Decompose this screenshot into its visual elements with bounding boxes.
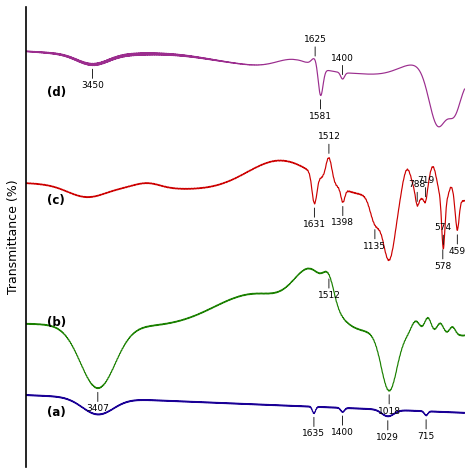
Text: 574: 574: [435, 223, 452, 232]
Text: 3407: 3407: [86, 404, 109, 413]
Text: 1018: 1018: [378, 407, 401, 416]
Text: (b): (b): [47, 316, 66, 329]
Text: (a): (a): [47, 406, 66, 419]
Text: 1135: 1135: [364, 242, 386, 251]
Text: 1631: 1631: [303, 220, 326, 229]
Y-axis label: Transmittance (%): Transmittance (%): [7, 180, 20, 294]
Text: (d): (d): [47, 86, 66, 99]
Text: 1400: 1400: [331, 428, 354, 437]
Text: 578: 578: [434, 262, 451, 271]
Text: 719: 719: [417, 176, 434, 185]
Text: 1029: 1029: [376, 433, 399, 442]
Text: 715: 715: [418, 432, 435, 441]
Text: (c): (c): [47, 194, 65, 207]
Text: 1398: 1398: [331, 219, 354, 228]
Text: 459: 459: [449, 247, 466, 256]
Text: 1625: 1625: [304, 35, 327, 44]
Text: 1400: 1400: [331, 54, 354, 63]
Text: 1581: 1581: [309, 112, 332, 121]
Text: 1512: 1512: [318, 291, 340, 300]
Text: 1512: 1512: [318, 132, 340, 141]
Text: 3450: 3450: [81, 81, 104, 90]
Text: 1635: 1635: [302, 429, 326, 438]
Text: 788: 788: [409, 181, 426, 190]
